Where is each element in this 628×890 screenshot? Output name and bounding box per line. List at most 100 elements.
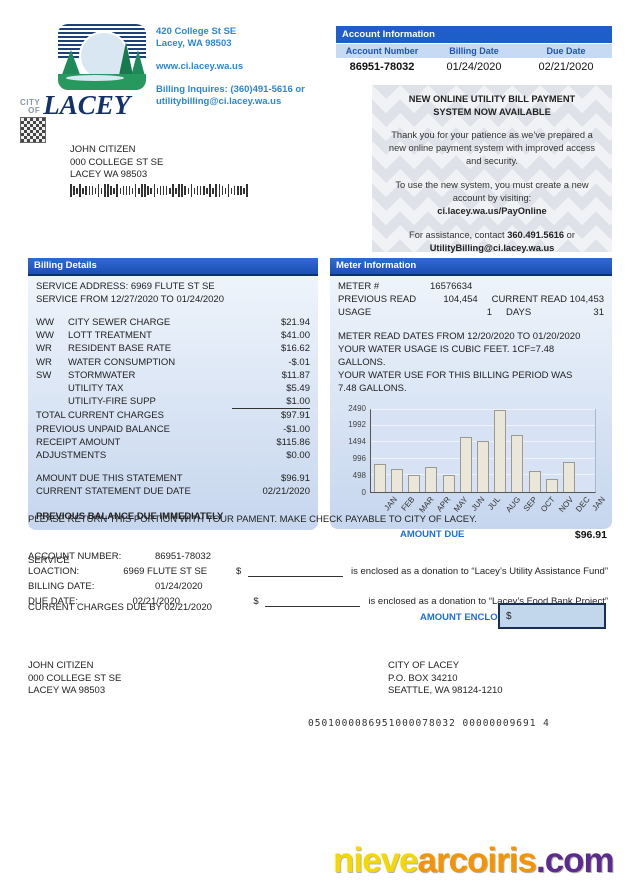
y-axis-tick-label: 996 — [352, 454, 366, 464]
billing-line-item: WR WATER CONSUMPTION -$.01 — [36, 356, 310, 369]
meter-note-line3: YOUR WATER USE FOR THIS BILLING PERIOD W… — [338, 369, 573, 381]
line-item-desc: WATER CONSUMPTION — [68, 356, 176, 368]
line-item-desc: RESIDENT BASE RATE — [68, 343, 172, 355]
amount-enclosed-input[interactable]: $ — [498, 603, 606, 629]
line-item-code: WW — [36, 317, 54, 328]
x-axis-tick-label: FEB — [399, 494, 417, 513]
stub-field-label: DUE DATE: — [28, 596, 78, 607]
billing-due-row-amount: 02/21/2020 — [262, 486, 310, 498]
y-axis-tick-label: 1494 — [348, 437, 366, 447]
ocr-scanline: 0501000086951000078032 00000009691 4 — [308, 718, 550, 729]
meter-number-label: METER # — [338, 281, 380, 292]
x-axis-tick-label: APR — [434, 494, 453, 513]
account-info-title: Account Information — [336, 26, 612, 43]
stub-field-label: BILLING DATE: — [28, 581, 95, 592]
y-axis-tick-label: 1992 — [348, 420, 366, 430]
due-date-header: Due Date — [546, 46, 586, 56]
days-label: DAYS — [506, 307, 532, 319]
donation-text: is enclosed as a donation to “Lacey’s Fo… — [368, 596, 608, 607]
usage-bar — [442, 474, 455, 492]
line-item-desc: UTILITY-FIRE SUPP — [68, 396, 156, 408]
stub-field-value: 01/24/2020 — [155, 581, 203, 592]
x-axis-tick-label: OCT — [539, 494, 557, 514]
y-axis-tick-label: 2490 — [348, 403, 366, 413]
billing-inquiries-email[interactable]: utilitybilling@ci.lacey.wa.us — [156, 96, 282, 107]
remit-customer-address: JOHN CITIZEN 000 COLLEGE ST SE LACEY WA … — [28, 660, 122, 696]
meter-note-line2: YOUR WATER USAGE IS CUBIC FEET. 1CF=7.48… — [338, 343, 555, 368]
amount-due-row: AMOUNT DUE $96.91 — [400, 529, 607, 541]
donation-text: is enclosed as a donation to “Lacey’s Ut… — [351, 566, 608, 577]
usage-bar — [528, 471, 541, 492]
city-contact-block: 420 College St SE Lacey, WA 98503 www.ci… — [156, 26, 336, 119]
billing-summary-row-amount: $0.00 — [286, 450, 310, 462]
current-read-value: 104,453 — [569, 294, 605, 306]
line-item-amount: $5.49 — [286, 383, 310, 395]
stub-field-row: DUE DATE: 02/21/2020 $ is enclosed as a don… — [28, 592, 608, 607]
line-item-amount: -$.01 — [288, 356, 310, 368]
meter-note-line4: 7.48 GALLONS. — [338, 382, 407, 394]
notice-title-line1: NEW ONLINE UTILITY BILL PAYMENT — [408, 94, 576, 104]
city-website-link[interactable]: www.ci.lacey.wa.us — [156, 61, 244, 72]
subtotal-rule — [232, 408, 310, 410]
logo-name: LACEY — [43, 90, 131, 120]
usage-bar — [545, 478, 558, 492]
x-axis-tick-label: SEP — [521, 494, 539, 513]
account-number-header: Account Number — [345, 46, 419, 56]
usage-bar — [563, 461, 576, 492]
notice-paragraph-1: Thank you for your patience as we’ve pre… — [388, 130, 596, 166]
line-item-desc: UTILITY TAX — [68, 383, 124, 395]
billing-line-item: UTILITY TAX $5.49 — [36, 382, 310, 395]
meter-information-title: Meter Information — [330, 258, 612, 276]
city-logo-icon — [58, 24, 146, 90]
billing-summary-row-amount: -$1.00 — [283, 423, 310, 435]
previous-balance-note: PREVIOUS BALANCE DUE IMMEDIATELY — [36, 510, 224, 522]
account-info-table: Account Information Account Number Billi… — [336, 26, 612, 76]
chart-gridline — [371, 425, 595, 427]
billing-summary-row-label: PREVIOUS UNPAID BALANCE — [36, 423, 170, 435]
donation-amount-input[interactable] — [265, 596, 361, 607]
chart-gridline — [371, 408, 595, 410]
billing-date-header: Billing Date — [449, 46, 499, 56]
x-axis-tick-label: JUN — [469, 494, 487, 513]
qr-code-icon — [20, 117, 46, 143]
stub-field-row: ACCOUNT NUMBER: 86951-78032 — [28, 547, 608, 562]
x-axis-tick-label: JUL — [486, 494, 503, 512]
billing-due-row-label: AMOUNT DUE THIS STATEMENT — [36, 473, 183, 485]
current-charges-note: CURRENT CHARGES DUE BY 02/21/2020 — [28, 602, 212, 613]
line-item-code: WW — [36, 330, 54, 342]
donation-amount-input[interactable] — [248, 566, 343, 577]
billing-summary-row-label: RECEIPT AMOUNT — [36, 436, 121, 448]
line-item-amount: $41.00 — [280, 330, 310, 342]
meter-note-line1: METER READ DATES FROM 12/20/2020 TO 01/2… — [338, 330, 581, 342]
watermark: nievearcoiris.com — [333, 841, 615, 881]
donation-currency: $ — [253, 596, 259, 607]
stub-field-label: ACCOUNT NUMBER: — [28, 551, 122, 562]
notice-paragraph-3: For assistance, contact 360.491.5616 or … — [409, 230, 575, 253]
usage-bar — [390, 469, 403, 492]
utility-billing-email[interactable]: UtilityBilling@ci.lacey.wa.us — [429, 243, 555, 253]
water-usage-bar-chart: 0 498 996 1494 1992 2490 JAN FEB MAR APR MAY JUN JUL… — [338, 403, 607, 521]
remit-payee-address: CITY OF LACEY P.O. BOX 34210 SEATTLE, WA… — [388, 660, 503, 696]
usage-bar — [373, 463, 386, 492]
usage-value: 1 — [486, 307, 492, 319]
line-item-desc: CITY SEWER CHARGE — [68, 317, 171, 328]
billing-date-value: 01/24/2020 — [446, 61, 502, 73]
city-address-line2: Lacey, WA 98503 — [156, 38, 232, 49]
pay-online-url[interactable]: ci.lacey.wa.us/PayOnline — [437, 206, 547, 216]
service-period: SERVICE FROM 12/27/2020 TO 01/24/2020 — [36, 294, 225, 305]
x-axis-tick-label: MAY — [452, 494, 470, 514]
y-axis-tick-label: 0 — [361, 487, 366, 497]
usage-bar — [408, 474, 421, 492]
billing-due-row: AMOUNT DUE THIS STATEMENT $96.91 — [36, 472, 310, 485]
postal-barcode-icon — [70, 184, 320, 198]
billing-line-item: WW LOTT TREATMENT $41.00 — [36, 329, 310, 342]
y-axis-tick-label: 498 — [352, 470, 366, 480]
usage-bar — [459, 436, 472, 492]
meter-information-section: Meter Information METER # 16576634 PREVI… — [330, 258, 612, 529]
stub-field-label: SERVICE LOACTION: — [28, 555, 80, 577]
city-logo: CITY OF LACEY — [20, 24, 158, 119]
line-item-desc: STORMWATER — [68, 369, 136, 381]
recipient-address2: LACEY WA 98503 — [70, 169, 148, 180]
days-value: 31 — [593, 307, 604, 319]
